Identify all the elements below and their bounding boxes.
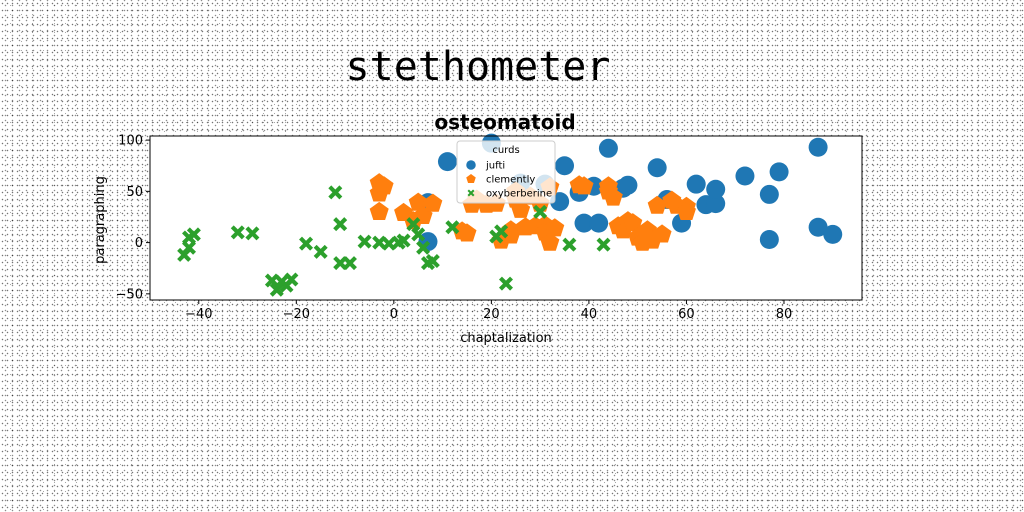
point-oxyberberine (333, 217, 348, 232)
point-clemently (545, 218, 565, 237)
x-tick-label: −20 (283, 307, 310, 322)
point-oxyberberine (299, 236, 314, 251)
point-clemently (603, 187, 623, 206)
point-oxyberberine (596, 237, 611, 252)
point-oxyberberine (411, 227, 426, 242)
point-oxyberberine (186, 227, 201, 242)
point-oxyberberine (245, 226, 260, 241)
legend: curds jufti clemently oxyberberine (456, 140, 556, 204)
point-clemently (423, 193, 443, 212)
point-jufti (574, 213, 594, 233)
point-jufti (589, 213, 609, 233)
point-clemently (540, 232, 560, 251)
legend-label-clemently: clemently (486, 175, 535, 186)
point-oxyberberine (425, 254, 440, 269)
point-oxyberberine (357, 234, 372, 249)
x-axis: −40 −20 0 20 40 60 80 (185, 300, 792, 322)
point-clemently (623, 213, 643, 232)
legend-label-jufti: jufti (485, 161, 505, 172)
point-jufti (686, 174, 706, 194)
y-tick-label: 50 (126, 185, 143, 200)
point-oxyberberine (445, 220, 460, 235)
y-tick-label: 0 (135, 236, 143, 251)
legend-marker-jufti (466, 160, 476, 170)
legend-title: curds (492, 145, 519, 156)
point-clemently (647, 195, 667, 214)
point-clemently (652, 224, 672, 243)
point-jufti (769, 162, 789, 182)
plot-frame (149, 135, 863, 301)
point-oxyberberine (494, 224, 509, 239)
point-jufti (647, 158, 667, 178)
point-oxyberberine (342, 256, 357, 271)
y-tick-label: −50 (116, 287, 143, 302)
figure-suptitle: stethometer (346, 44, 611, 90)
point-clemently (501, 225, 521, 244)
point-jufti (618, 175, 638, 195)
point-jufti (706, 179, 726, 199)
legend-marker-oxyberberine (467, 189, 475, 197)
y-tick-label: 100 (118, 134, 143, 149)
x-tick-label: 20 (483, 307, 500, 322)
point-clemently (369, 201, 389, 220)
legend-box (456, 140, 556, 204)
point-oxyberberine (406, 217, 421, 232)
point-jufti (598, 138, 618, 158)
x-tick-label: 0 (390, 307, 398, 322)
point-clemently (676, 201, 696, 220)
point-oxyberberine (269, 282, 284, 297)
x-axis-label: chaptalization (460, 331, 552, 346)
point-jufti (808, 137, 828, 157)
legend-marker-clemently (466, 174, 476, 184)
point-oxyberberine (328, 185, 343, 200)
point-clemently (374, 176, 394, 195)
point-clemently (457, 223, 477, 242)
x-tick-label: −40 (185, 307, 212, 322)
point-jufti (759, 184, 779, 204)
x-tick-label: 80 (776, 307, 793, 322)
point-jufti (735, 166, 755, 186)
x-tick-label: 60 (678, 307, 695, 322)
chart-title: osteomatoid (434, 110, 575, 134)
point-oxyberberine (182, 240, 197, 255)
point-clemently (574, 176, 594, 195)
point-oxyberberine (230, 225, 245, 240)
point-jufti (437, 152, 457, 172)
point-jufti (706, 194, 726, 214)
legend-label-oxyberberine: oxyberberine (486, 189, 552, 200)
point-oxyberberine (533, 204, 548, 219)
y-axis: −50 0 50 100 (116, 134, 150, 302)
point-oxyberberine (284, 272, 299, 287)
point-jufti (555, 156, 575, 176)
point-oxyberberine (416, 240, 431, 255)
point-oxyberberine (499, 276, 513, 291)
point-oxyberberine (313, 244, 328, 259)
point-jufti (759, 230, 779, 250)
point-oxyberberine (396, 233, 411, 248)
x-tick-label: 40 (581, 307, 598, 322)
point-oxyberberine (562, 237, 577, 252)
y-axis-label: paragraphing (93, 176, 108, 264)
point-jufti (808, 217, 828, 237)
point-jufti (823, 224, 843, 244)
